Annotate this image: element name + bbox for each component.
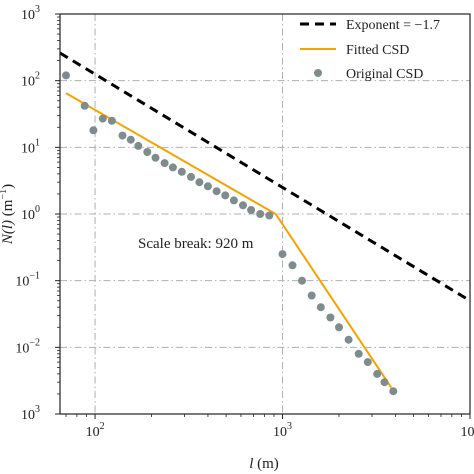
original-csd-point: [160, 159, 169, 168]
y-tick-label: 10−2: [15, 337, 40, 356]
original-csd-point: [265, 211, 274, 220]
original-csd-point: [221, 191, 230, 200]
original-csd-point: [151, 153, 160, 162]
original-csd-point: [373, 369, 382, 378]
x-tick-label: 104: [461, 421, 474, 440]
original-csd-point: [143, 148, 152, 156]
original-csd-points: [62, 71, 398, 396]
legend-original-swatch: [314, 69, 322, 77]
original-csd-point: [80, 101, 89, 110]
original-csd-point: [335, 323, 343, 332]
y-tick-label: 100: [21, 204, 40, 223]
original-csd-point: [326, 313, 335, 322]
original-csd-point: [62, 71, 70, 80]
original-csd-point: [256, 210, 265, 218]
exponent-line: [59, 51, 471, 302]
original-csd-point: [389, 387, 398, 396]
original-csd-point: [316, 303, 325, 312]
series-layer: [59, 51, 471, 396]
original-csd-point: [363, 358, 372, 367]
original-csd-point: [98, 114, 107, 123]
y-tick-label: 102: [21, 71, 40, 90]
x-axis-label: l (m): [249, 456, 279, 472]
y-tick-label: 101: [21, 137, 40, 156]
original-csd-point: [118, 131, 127, 140]
original-csd-point: [239, 201, 247, 210]
y-tick-label: 103: [21, 404, 40, 423]
original-csd-point: [89, 126, 98, 135]
legend-original-label: Original CSD: [346, 67, 423, 82]
original-csd-point: [212, 187, 221, 196]
x-tick-label: 103: [273, 421, 292, 440]
original-csd-point: [298, 276, 306, 285]
legend-exponent-label: Exponent = −1.7: [346, 18, 440, 33]
fitted-csd-line: [65, 92, 393, 389]
original-csd-point: [203, 182, 212, 191]
x-tick-label: 102: [86, 421, 105, 440]
original-csd-point: [307, 291, 316, 300]
original-csd-point: [344, 335, 353, 344]
original-csd-point: [177, 167, 186, 176]
original-csd-point: [187, 172, 195, 181]
y-tick-label: 103: [21, 4, 40, 23]
legend-fitted-label: Fitted CSD: [346, 43, 409, 58]
original-csd-point: [168, 163, 177, 172]
y-axis-label: N(l) (m−1): [0, 184, 16, 245]
original-csd-point: [195, 178, 204, 187]
legend: Exponent = −1.7 Fitted CSD Original CSD: [300, 18, 440, 82]
original-csd-point: [354, 349, 363, 358]
original-csd-point: [288, 261, 297, 270]
grid: [60, 14, 470, 414]
original-csd-point: [126, 135, 135, 144]
original-csd-point: [278, 250, 287, 259]
original-csd-point: [380, 378, 389, 387]
original-csd-point: [107, 116, 116, 125]
scale-break-annotation: Scale break: 920 m: [138, 236, 254, 252]
original-csd-point: [134, 141, 143, 150]
y-tick-label: 10−1: [15, 271, 40, 290]
axis-ticks: 102 103 104 103 10−2 10−1 100 101 102 103: [15, 4, 474, 440]
original-csd-point: [247, 206, 256, 214]
original-csd-point: [229, 196, 238, 205]
